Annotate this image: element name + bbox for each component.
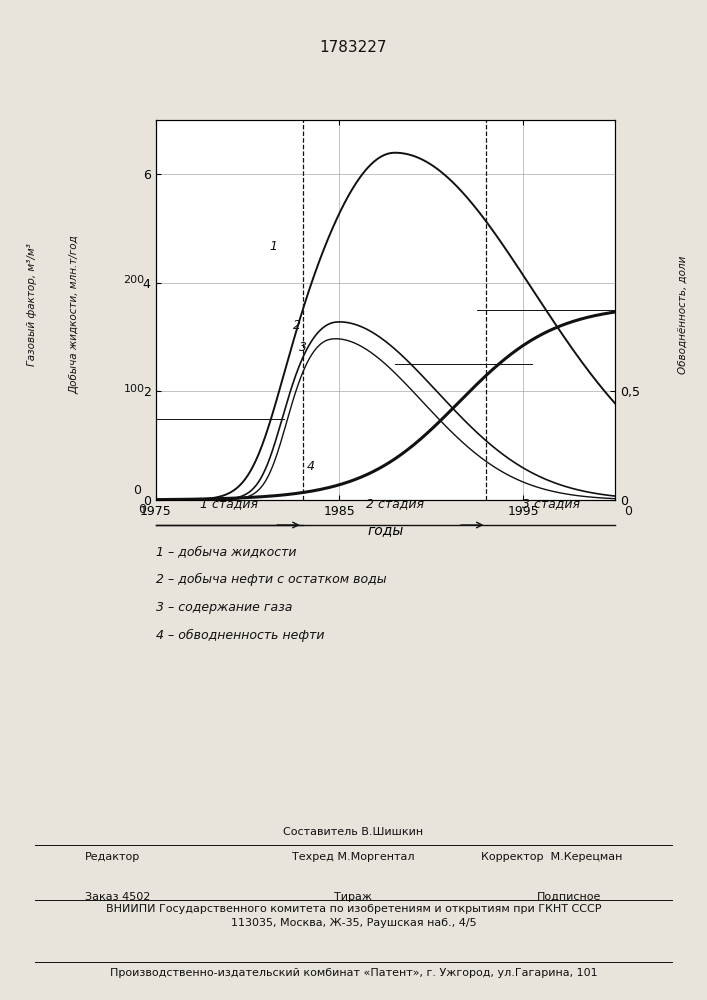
Text: 2: 2 [293,319,301,332]
Text: 1: 1 [269,240,278,253]
Text: 100: 100 [124,384,144,394]
Text: 200: 200 [124,275,144,285]
Text: 2 – добыча нефти с остатком воды: 2 – добыча нефти с остатком воды [156,573,386,586]
Text: Подписное: Подписное [537,892,601,902]
Text: Корректор  М.Керецман: Корректор М.Керецман [481,852,622,862]
Text: Газовый фактор, м³/м³: Газовый фактор, м³/м³ [27,244,37,366]
Text: 2 стадия: 2 стадия [366,497,423,510]
Text: ВНИИПИ Государственного комитета по изобретениям и открытиям при ГКНТ СССР: ВНИИПИ Государственного комитета по изоб… [106,904,601,914]
Text: 0: 0 [624,505,632,518]
Text: 4: 4 [306,460,315,473]
Text: 4 – обводненность нефти: 4 – обводненность нефти [156,629,324,642]
Text: 1783227: 1783227 [320,40,387,55]
Text: Производственно-издательский комбинат «Патент», г. Ужгород, ул.Гагарина, 101: Производственно-издательский комбинат «П… [110,968,597,978]
Text: Тираж: Тираж [334,892,373,902]
Text: Заказ 4502: Заказ 4502 [85,892,150,902]
Text: 1 – добыча жидкости: 1 – добыча жидкости [156,545,296,558]
X-axis label: годы: годы [367,523,404,537]
Text: 0: 0 [133,484,141,497]
Text: Техред М.Моргентал: Техред М.Моргентал [292,852,415,862]
Text: 3 стадия: 3 стадия [522,497,580,510]
Text: Составитель В.Шишкин: Составитель В.Шишкин [284,827,423,837]
Text: Добыча жидкости, млн.т/год: Добыча жидкости, млн.т/год [69,236,79,394]
Text: 113035, Москва, Ж-35, Раушская наб., 4/5: 113035, Москва, Ж-35, Раушская наб., 4/5 [230,918,477,928]
Text: 3: 3 [299,341,307,354]
Text: 0: 0 [139,503,146,516]
Text: Редактор: Редактор [85,852,140,862]
Text: Обводнённость, доли: Обводнённость, доли [677,256,687,374]
Text: 3 – содержание газа: 3 – содержание газа [156,601,292,614]
Text: 1 стадия: 1 стадия [200,497,258,510]
